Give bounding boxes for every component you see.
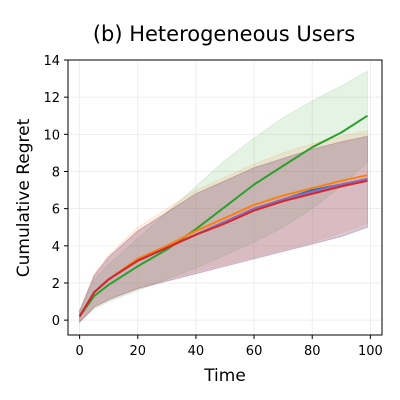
x-tick-label: 40 (188, 344, 205, 359)
series-0-line (78, 114, 369, 317)
series-4-band (79, 135, 368, 324)
x-tick-label: 60 (246, 344, 263, 359)
y-tick-label: 2 (52, 277, 60, 292)
series-2-band (79, 135, 368, 324)
series-4-line (78, 179, 368, 317)
y-tick-label: 10 (43, 128, 60, 143)
confidence-bands (79, 70, 368, 324)
y-axis-label: Cumulative Regret (14, 118, 34, 277)
series-1-band (79, 129, 368, 324)
y-tick-label: 12 (43, 91, 60, 106)
x-tick-label: 0 (75, 344, 83, 359)
y-tick-label: 8 (52, 165, 60, 180)
x-tick-label: 20 (130, 344, 147, 359)
x-axis-label: Time (203, 366, 246, 386)
series-3-band (79, 135, 368, 324)
y-tick-label: 4 (52, 240, 60, 255)
y-tick-label: 14 (43, 54, 60, 69)
axis-ticks: 0 20 40 60 80 100 0 2 4 6 8 10 12 14 (43, 54, 382, 359)
x-tick-label: 100 (358, 344, 383, 359)
plot-frame (67, 59, 383, 336)
x-tick-label: 80 (304, 344, 321, 359)
chart-title: (b) Heterogeneous Users (93, 22, 355, 46)
y-tick-label: 6 (52, 203, 60, 218)
y-tick-label: 0 (52, 314, 60, 329)
series-lines (78, 114, 369, 317)
